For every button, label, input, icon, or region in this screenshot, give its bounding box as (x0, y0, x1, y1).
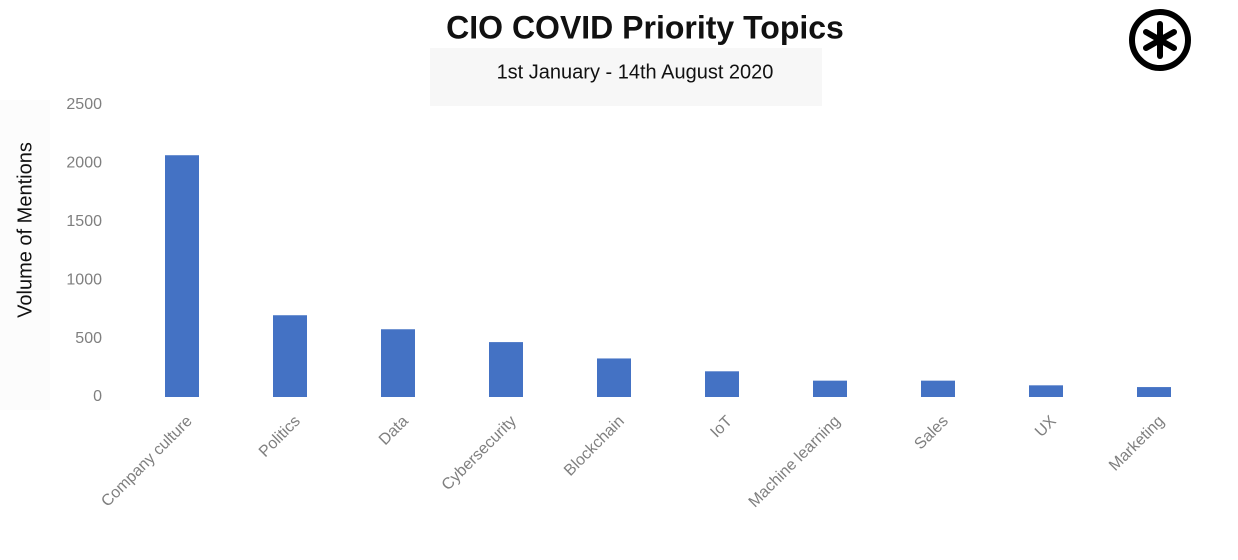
bar (1029, 385, 1063, 397)
x-tick-label: Blockchain (561, 413, 628, 480)
y-tick-label: 2500 (66, 96, 102, 113)
y-tick-label: 1000 (66, 271, 102, 288)
bar (597, 358, 631, 397)
bar (705, 371, 739, 397)
x-tick-label: IoT (707, 413, 736, 442)
chart-subtitle: 1st January - 14th August 2020 (497, 61, 774, 83)
label-box (0, 100, 50, 410)
bar (1137, 387, 1171, 397)
y-tick-label: 0 (93, 388, 102, 405)
x-tick-label: Company culture (98, 413, 196, 511)
bar (165, 155, 199, 397)
bar (381, 329, 415, 397)
y-tick-label: 2000 (66, 155, 102, 172)
x-tick-label: Sales (911, 413, 951, 453)
x-tick-label: UX (1032, 413, 1060, 441)
y-tick-label: 1500 (66, 213, 102, 230)
y-tick-label: 500 (75, 330, 102, 347)
y-axis-label: Volume of Mentions (14, 142, 36, 318)
x-tick-label: Data (376, 413, 412, 449)
x-tick-label: Politics (256, 413, 304, 461)
x-tick-label: Machine learning (746, 413, 844, 511)
bar (489, 342, 523, 397)
logo (1129, 9, 1191, 71)
bar (273, 315, 307, 397)
x-tick-label: Marketing (1106, 413, 1168, 475)
bar (813, 380, 847, 397)
bar (921, 380, 955, 397)
subtitle-box (430, 48, 822, 106)
x-tick-label: Cybersecurity (439, 413, 520, 494)
chart-title: CIO COVID Priority Topics (446, 9, 844, 45)
